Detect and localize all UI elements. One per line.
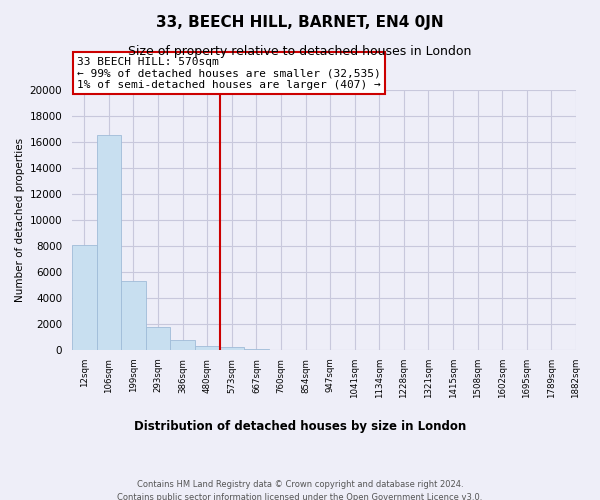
Text: Distribution of detached houses by size in London: Distribution of detached houses by size … xyxy=(134,420,466,433)
Y-axis label: Number of detached properties: Number of detached properties xyxy=(16,138,25,302)
Text: 33 BEECH HILL: 570sqm
← 99% of detached houses are smaller (32,535)
1% of semi-d: 33 BEECH HILL: 570sqm ← 99% of detached … xyxy=(77,57,381,90)
Bar xyxy=(195,346,220,350)
Text: 33, BEECH HILL, BARNET, EN4 0JN: 33, BEECH HILL, BARNET, EN4 0JN xyxy=(156,15,444,30)
Text: Contains public sector information licensed under the Open Government Licence v3: Contains public sector information licen… xyxy=(118,492,482,500)
Bar xyxy=(121,281,146,350)
Bar xyxy=(146,327,170,350)
Text: Size of property relative to detached houses in London: Size of property relative to detached ho… xyxy=(128,45,472,58)
Text: Contains HM Land Registry data © Crown copyright and database right 2024.: Contains HM Land Registry data © Crown c… xyxy=(137,480,463,489)
Bar xyxy=(220,348,244,350)
Bar xyxy=(170,340,195,350)
Bar xyxy=(244,348,269,350)
Bar xyxy=(72,244,97,350)
Bar xyxy=(97,136,121,350)
